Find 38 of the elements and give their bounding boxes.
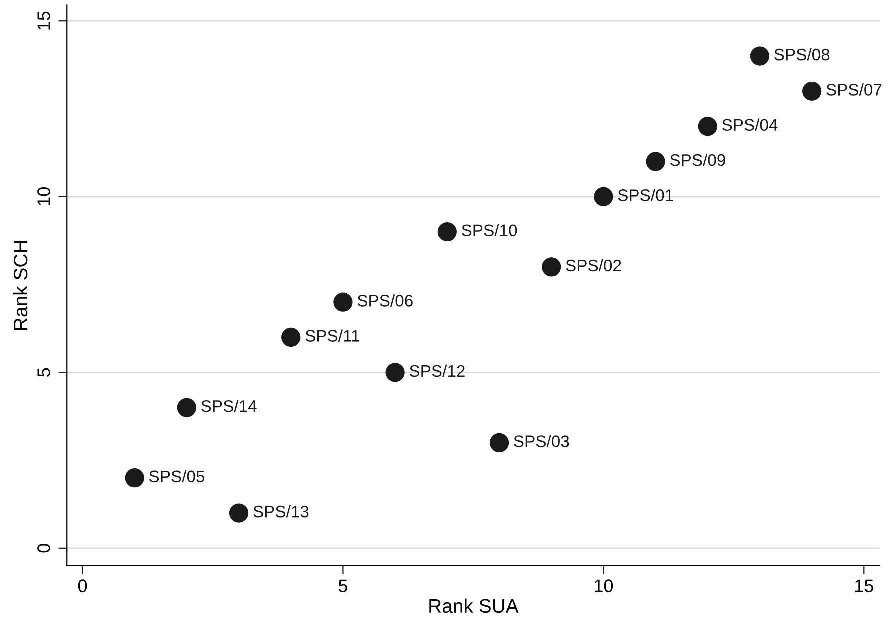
point — [594, 187, 614, 206]
annotation: SPS/02 — [566, 259, 622, 272]
point — [177, 398, 197, 418]
y-tick-label: 5 — [38, 368, 50, 377]
annotation: SPS/13 — [254, 505, 309, 518]
point — [334, 292, 353, 312]
point — [438, 222, 457, 242]
x-tick-label: 10 — [595, 580, 614, 592]
x-tick-label: 0 — [78, 580, 88, 592]
x-axis-title: Rank SUA — [430, 598, 519, 614]
annotation: SPS/04 — [722, 118, 778, 132]
point — [125, 468, 144, 488]
x-tick-label: 15 — [855, 580, 874, 592]
annotation: SPS/05 — [149, 470, 205, 483]
y-axis-title: Rank SCH — [13, 241, 28, 330]
y-tick-label: 10 — [38, 188, 50, 206]
point — [386, 363, 405, 382]
y-tick-label: 15 — [38, 12, 50, 30]
point — [229, 504, 249, 523]
annotation: SPS/11 — [306, 330, 360, 342]
annotation: SPS/06 — [358, 294, 413, 307]
annotation: SPS/10 — [462, 224, 518, 237]
point — [542, 258, 562, 277]
point — [490, 433, 510, 453]
point — [802, 82, 822, 101]
annotation: SPS/09 — [670, 154, 726, 166]
annotation: SPS/03 — [514, 435, 570, 448]
annotation: SPS/07 — [826, 84, 882, 96]
annotation: SPS/01 — [618, 189, 674, 202]
annotation: SPS/08 — [774, 48, 830, 61]
point — [698, 117, 718, 136]
point — [750, 46, 770, 66]
point — [282, 328, 301, 348]
y-tick-label: 0 — [38, 544, 50, 553]
annotation: SPS/14 — [202, 400, 257, 412]
point — [646, 152, 666, 172]
annotation: SPS/12 — [410, 364, 465, 378]
x-tick-label: 5 — [338, 580, 348, 592]
